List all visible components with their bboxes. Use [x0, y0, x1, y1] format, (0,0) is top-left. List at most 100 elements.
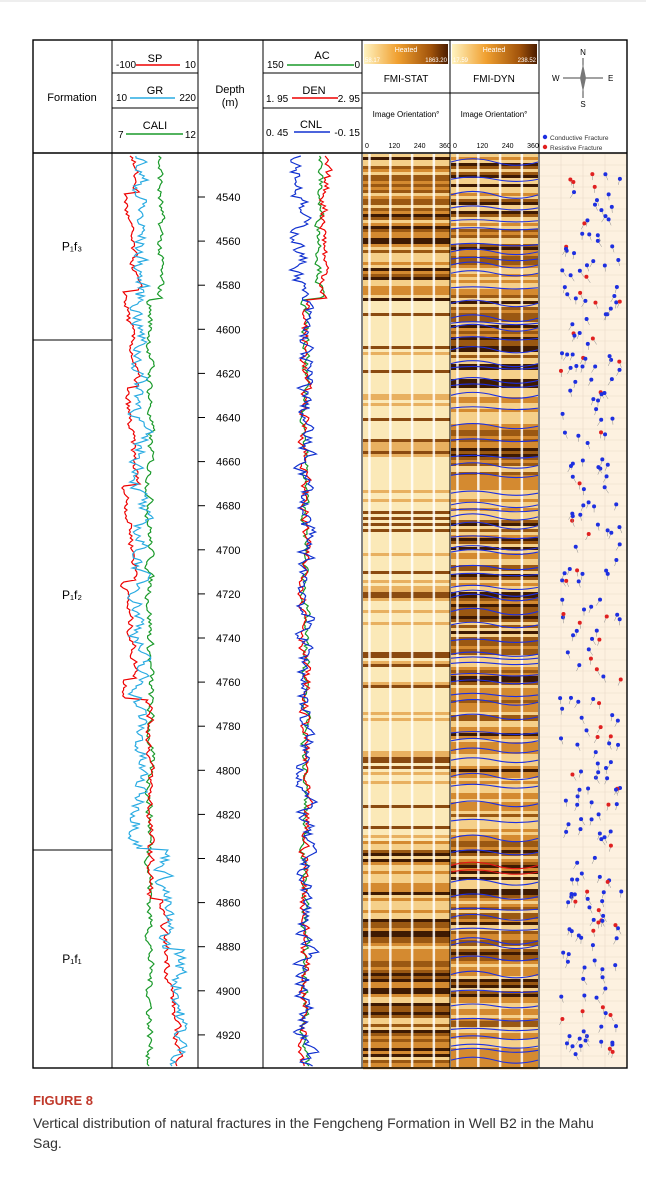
tadpole	[608, 1012, 613, 1017]
tadpole	[575, 568, 580, 573]
fmi-band	[451, 808, 538, 812]
tadpole	[576, 699, 581, 704]
tadpole	[581, 976, 586, 981]
fmi-band	[451, 856, 538, 860]
fmi-band	[451, 733, 538, 737]
fracture-trace	[450, 472, 539, 479]
fmi-band	[451, 1009, 538, 1013]
fmi-band	[451, 901, 538, 905]
fracture-trace	[450, 462, 539, 469]
tadpole	[586, 647, 591, 652]
fracture-trace	[450, 545, 539, 551]
sp-curve	[119, 155, 184, 1067]
fmi-band	[363, 379, 450, 383]
orientation-tick: 0	[365, 143, 369, 150]
fmi-band	[451, 529, 538, 533]
fracture-trace	[450, 219, 539, 223]
depth-label: 4560	[216, 236, 240, 248]
fmi-band	[363, 934, 450, 938]
fmi-band	[451, 904, 538, 908]
tadpole	[560, 597, 565, 602]
fmi-band	[363, 415, 450, 419]
fmi-band	[451, 325, 538, 329]
fmi-band	[363, 949, 450, 953]
fracture-trace	[450, 955, 539, 962]
fracture-trace	[450, 454, 539, 459]
fmi-band	[451, 535, 538, 539]
fmi-band	[451, 1030, 538, 1034]
tadpole	[587, 232, 592, 237]
fmi-band	[451, 397, 538, 401]
fmi-band	[363, 814, 450, 818]
fmi-band	[363, 1051, 450, 1055]
fmi-band	[363, 568, 450, 572]
fmi-band	[451, 805, 538, 809]
fmi-band	[363, 1027, 450, 1031]
fmi-band	[363, 955, 450, 959]
fmi-band	[363, 448, 450, 452]
tadpole	[568, 273, 573, 278]
fmi-band	[363, 898, 450, 902]
fmi-band	[451, 712, 538, 716]
fmi-band	[451, 700, 538, 704]
tadpole	[581, 503, 586, 508]
tadpole	[577, 330, 582, 335]
tadpole	[589, 604, 594, 609]
tadpole	[579, 871, 584, 876]
fmi-band	[363, 883, 450, 887]
fmi-band	[363, 331, 450, 335]
fmi-band	[363, 355, 450, 359]
fmi-band	[451, 811, 538, 815]
fmi-band	[451, 211, 538, 215]
tadpole	[614, 558, 619, 563]
formation-label: P₁f₁	[62, 952, 81, 966]
ac-max: 0	[354, 60, 360, 71]
tadpole	[600, 899, 605, 904]
fmi-band	[451, 352, 538, 356]
fracture-trace	[450, 661, 539, 666]
fmi-band	[363, 337, 450, 341]
fmi-band	[451, 652, 538, 656]
fracture-trace	[450, 772, 539, 781]
fmi-band	[451, 532, 538, 536]
fmi-band	[451, 616, 538, 620]
fmi-band	[363, 283, 450, 287]
fmi-band	[451, 232, 538, 236]
fmi-band	[363, 823, 450, 827]
fmi-band	[363, 970, 450, 974]
fmi-band	[363, 904, 450, 908]
fmi-band	[451, 577, 538, 581]
tadpole	[599, 208, 604, 213]
tadpole	[617, 617, 622, 622]
fmi-band	[363, 676, 450, 680]
tadpole	[561, 950, 566, 955]
depth-label: 4680	[216, 501, 240, 513]
tadpole	[616, 257, 621, 262]
fmi-band	[363, 538, 450, 542]
fmi-band	[451, 229, 538, 233]
fmi-band	[451, 688, 538, 692]
fmi-band	[451, 649, 538, 653]
fracture-trace	[450, 360, 539, 368]
fracture-trace	[450, 1003, 539, 1009]
fmi-band	[451, 214, 538, 218]
fmi-band	[363, 805, 450, 809]
tadpole	[581, 487, 586, 492]
tadpole	[596, 908, 601, 913]
fmi-band	[363, 832, 450, 836]
tadpole	[602, 485, 607, 490]
fmi-band	[363, 778, 450, 782]
fmi-band	[363, 370, 450, 374]
fmi-band	[451, 400, 538, 404]
fmi-band	[451, 667, 538, 671]
fmi-band	[363, 196, 450, 200]
fmi-band	[363, 946, 450, 950]
fmi-band	[363, 442, 450, 446]
tadpole	[597, 831, 602, 836]
fmi-band	[363, 388, 450, 392]
fmi-band	[363, 289, 450, 293]
tadpole	[597, 637, 602, 642]
fmi-band	[363, 604, 450, 608]
tadpole	[600, 975, 605, 980]
fmi-band	[363, 229, 450, 233]
